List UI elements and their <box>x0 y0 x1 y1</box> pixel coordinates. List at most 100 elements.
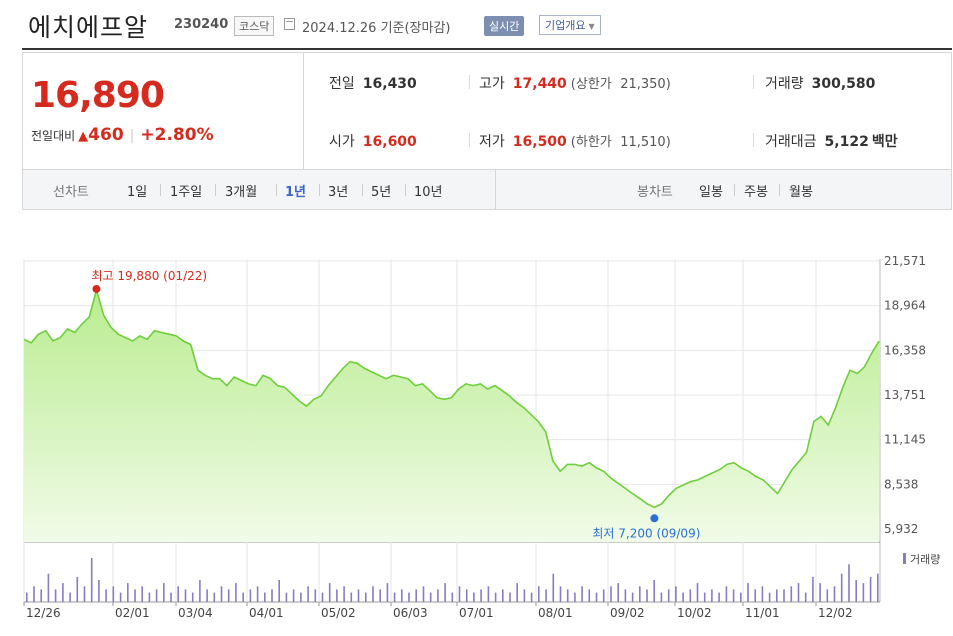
volume-bar <box>768 592 771 602</box>
x-tick-label: 05/02 <box>321 606 356 620</box>
volume-bar <box>314 589 317 602</box>
volume-bar <box>451 592 454 602</box>
y-tick-label: 21,571 <box>884 254 926 268</box>
x-tick-label: 06/03 <box>393 606 428 620</box>
volume-bar <box>610 586 612 602</box>
volume-bar <box>617 583 619 602</box>
volume-bar <box>112 586 115 602</box>
price-chart[interactable]: 21,571 18,964 16,358 13,751 11,145 8,538 5,932… <box>0 210 953 636</box>
company-overview-label: 기업개요 <box>545 19 586 32</box>
volume-bar <box>869 576 872 602</box>
tab-3month[interactable]: 3개월 <box>225 185 258 200</box>
volume-bar <box>249 589 252 602</box>
volume-bar <box>797 583 800 602</box>
tab-3year[interactable]: 3년 <box>328 185 349 200</box>
volume-bar <box>840 573 843 602</box>
divider <box>469 75 470 89</box>
volume-bar <box>877 573 879 602</box>
volume-bar <box>660 592 663 602</box>
tab-daily[interactable]: 일봉 <box>699 185 723 200</box>
company-overview-dropdown[interactable]: 기업개요 ▼ <box>539 15 601 35</box>
volume-bar <box>415 589 417 602</box>
divider <box>276 184 277 196</box>
divider <box>160 184 161 196</box>
high-marker <box>92 284 101 293</box>
volume-bar <box>163 583 165 602</box>
up-triangle-icon: ▲ <box>78 129 89 144</box>
stat-amount-value: 5,122 <box>824 134 869 150</box>
divider <box>753 133 754 147</box>
y-tick-label: 8,538 <box>884 477 918 491</box>
y-axis-ticks: 21,571 18,964 16,358 13,751 11,145 8,538 5,932 <box>884 254 926 536</box>
tab-weekly[interactable]: 주봉 <box>744 185 768 200</box>
volume-bar <box>271 589 273 602</box>
volume-bar <box>69 592 71 602</box>
stat-lower-value: 11,510) <box>620 135 671 150</box>
stat-low: 저가 16,500 (하한가 11,510) <box>479 131 671 151</box>
stat-high-value: 17,440 <box>512 76 567 92</box>
volume-bar <box>458 586 461 602</box>
stat-high-label: 고가 <box>479 76 505 92</box>
volume-bar <box>588 589 591 602</box>
volume-bar <box>336 589 338 602</box>
volume-bar <box>509 592 511 602</box>
volume-bar <box>307 586 309 602</box>
volume-bar <box>365 592 367 602</box>
volume-bar <box>819 583 821 602</box>
volume-bar <box>545 589 547 602</box>
stat-volume: 거래량 300,580 <box>765 73 875 93</box>
volume-bar <box>90 558 93 602</box>
low-annotation: 최저 7,200 (09/09) <box>592 526 700 540</box>
volume-bar <box>855 580 857 602</box>
x-axis-ticks: 12/26 02/01 03/04 04/01 05/02 06/03 07/01 08/01… <box>23 602 853 620</box>
volume-bar <box>343 586 345 602</box>
stat-amount-label: 거래대금 <box>765 134 817 150</box>
divider <box>319 184 320 196</box>
divider <box>469 133 470 147</box>
volume-bar <box>675 586 677 602</box>
volume-bar <box>98 580 100 602</box>
x-tick-label: 10/02 <box>677 606 712 620</box>
volume-bar <box>812 576 814 602</box>
realtime-button[interactable]: 실시간 <box>484 16 525 36</box>
x-tick-label: 08/01 <box>538 606 573 620</box>
price-panel: 16,890 전일대비 ▲460 | +2.80% 전일 16,430 고가 17,440… <box>22 52 952 170</box>
stat-open-value: 16,600 <box>362 134 417 150</box>
divider <box>362 184 363 196</box>
tab-monthly[interactable]: 월봉 <box>789 185 813 200</box>
volume-bar <box>328 583 331 602</box>
volume-bar <box>646 589 648 602</box>
y-tick-label: 16,358 <box>884 343 926 357</box>
stat-upper-label: (상한가 <box>570 77 612 92</box>
price-area <box>24 290 879 542</box>
volume-bar <box>667 589 670 602</box>
volume-bar <box>718 592 720 602</box>
stat-amount: 거래대금 5,122 백만 <box>765 131 898 151</box>
tab-10year[interactable]: 10년 <box>414 185 443 200</box>
volume-bar <box>300 592 302 602</box>
volume-bar <box>761 586 764 602</box>
tab-1week[interactable]: 1주일 <box>170 185 203 200</box>
tab-5year[interactable]: 5년 <box>371 185 392 200</box>
volume-bar <box>127 583 129 602</box>
volume-bar <box>141 586 143 602</box>
volume-bar <box>696 583 699 602</box>
tab-1day[interactable]: 1일 <box>127 185 148 200</box>
volume-bar <box>40 589 42 602</box>
low-marker <box>650 514 659 523</box>
change-label: 전일대비 <box>31 129 76 143</box>
volume-bar <box>783 589 785 602</box>
stat-prev: 전일 16,430 <box>329 73 417 93</box>
volume-bar <box>386 583 389 602</box>
volume-bar <box>264 592 266 602</box>
volume-bar <box>444 583 446 602</box>
tab-1year[interactable]: 1년 <box>285 185 307 200</box>
volume-bar <box>76 576 79 602</box>
volume-bar <box>530 592 533 602</box>
volume-bar <box>148 592 151 602</box>
volume-bar <box>581 586 583 602</box>
divider <box>405 184 406 196</box>
volume-bar <box>574 592 576 602</box>
volume-bar <box>523 589 526 602</box>
volume-bar <box>321 592 324 602</box>
